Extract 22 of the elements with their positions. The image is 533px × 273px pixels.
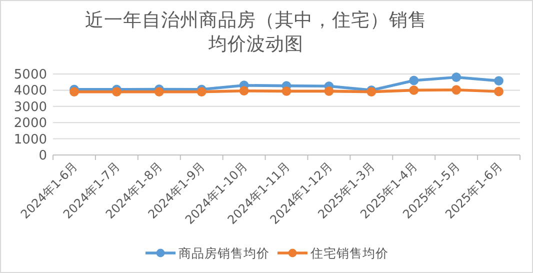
legend-label: 商品房销售均价 [178, 246, 270, 260]
point [112, 87, 122, 97]
point [196, 87, 206, 97]
point [494, 86, 504, 96]
point [282, 86, 292, 96]
point [409, 86, 419, 95]
point [452, 72, 462, 82]
y-tick-label: 2000 [14, 116, 47, 132]
y-tick-label: 5000 [14, 68, 47, 82]
y-tick-label: 1000 [14, 132, 47, 148]
point [324, 86, 334, 96]
point [494, 76, 504, 86]
point [239, 86, 249, 96]
point [70, 87, 79, 97]
y-tick-label: 3000 [14, 100, 47, 115]
y-tick-label: 0 [38, 148, 47, 164]
legend-label: 住宅销售均价 [310, 246, 388, 260]
point [154, 87, 164, 97]
point [452, 85, 462, 95]
point [409, 76, 419, 86]
y-tick-label: 4000 [14, 84, 47, 99]
chart-title: 近一年自治州商品房（其中，住宅）销售均价波动图 [84, 9, 428, 57]
